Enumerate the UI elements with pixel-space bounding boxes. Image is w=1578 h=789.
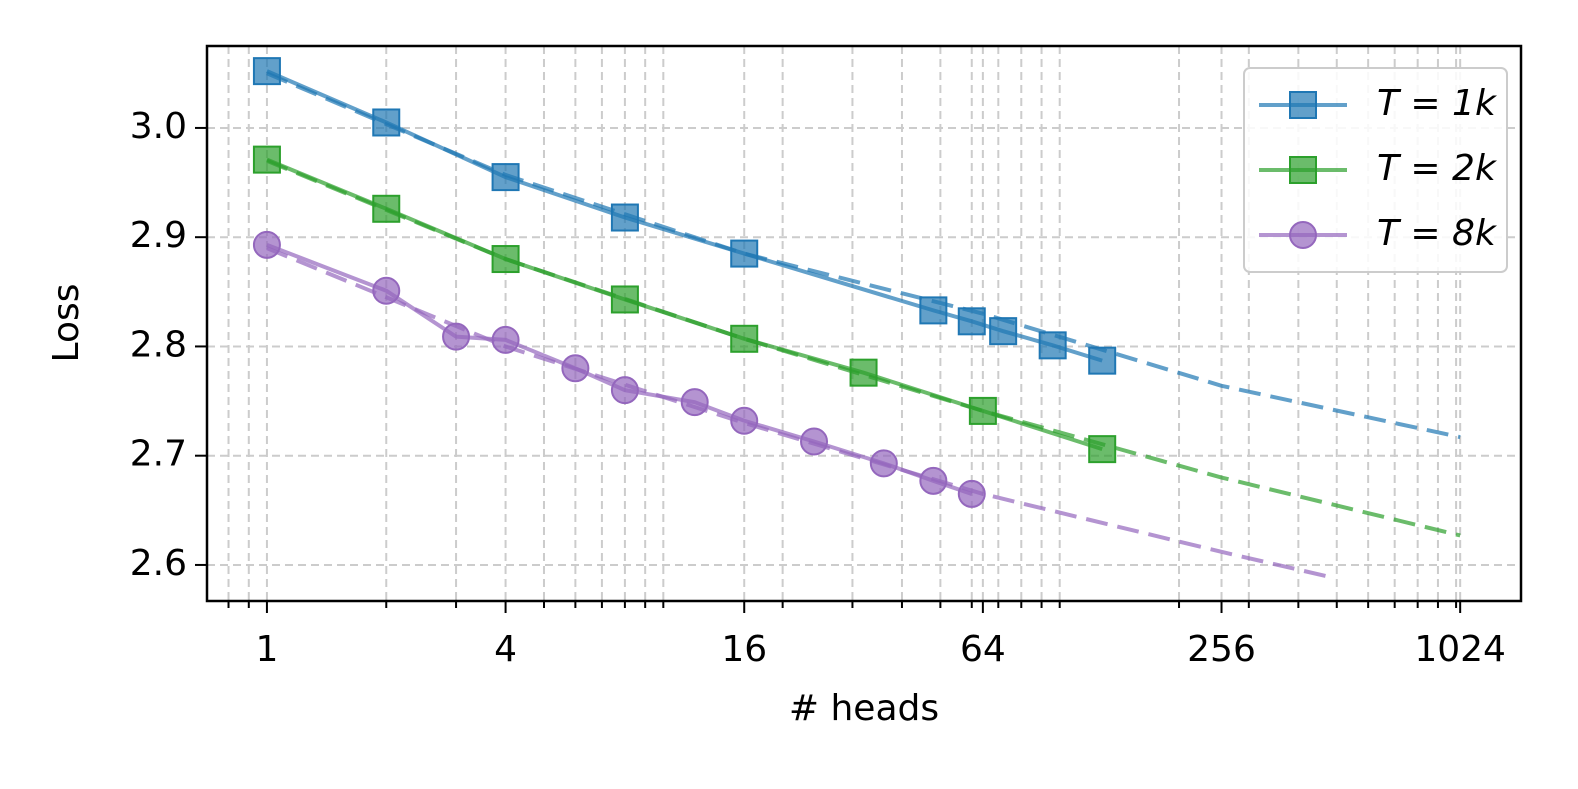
legend-label: T = 1k: [1377, 83, 1498, 124]
y-tick-label: 3.0: [130, 106, 187, 147]
x-tick-label: 256: [1187, 629, 1256, 670]
point: [730, 239, 759, 268]
legend-label: T = 8k: [1377, 213, 1498, 254]
point: [610, 376, 639, 405]
x-tick-label: 64: [960, 629, 1006, 670]
x-axis-label: # heads: [789, 688, 939, 729]
point: [252, 57, 281, 86]
x-tick-label: 1024: [1414, 629, 1506, 670]
point: [1088, 346, 1117, 375]
plot-frame: [205, 44, 1523, 603]
point: [610, 203, 639, 232]
point: [442, 322, 471, 351]
point: [372, 108, 401, 137]
point: [989, 317, 1018, 346]
point: [957, 479, 986, 508]
point: [968, 396, 997, 425]
point: [491, 163, 520, 192]
y-tick-label: 2.9: [130, 215, 187, 256]
point: [800, 427, 829, 456]
legend-marker: [1289, 91, 1317, 119]
point: [919, 296, 948, 325]
x-tick-label: 16: [721, 629, 767, 670]
point: [849, 358, 878, 387]
point: [372, 194, 401, 223]
series-line: [266, 69, 1103, 363]
y-axis-label: Loss: [46, 284, 87, 363]
fit-line: [266, 246, 1331, 579]
y-tick-label: 2.8: [130, 324, 187, 365]
point: [730, 406, 759, 435]
legend-marker: [1289, 221, 1317, 249]
point: [1038, 331, 1067, 360]
point: [869, 449, 898, 478]
series-line: [266, 157, 1103, 452]
y-tick-label: 2.6: [130, 543, 187, 584]
point: [680, 388, 709, 417]
point: [252, 145, 281, 174]
x-tick-label: 4: [494, 629, 517, 670]
point: [372, 276, 401, 305]
legend-label: T = 2k: [1377, 148, 1498, 189]
point: [491, 325, 520, 354]
legend-marker: [1289, 156, 1317, 184]
point: [252, 230, 281, 259]
point: [919, 466, 948, 495]
point: [561, 354, 590, 383]
point: [957, 307, 986, 336]
point: [1088, 435, 1117, 464]
x-tick-label: 1: [255, 629, 278, 670]
point: [491, 245, 520, 274]
y-tick-label: 2.7: [130, 434, 187, 475]
point: [610, 285, 639, 314]
point: [730, 324, 759, 353]
